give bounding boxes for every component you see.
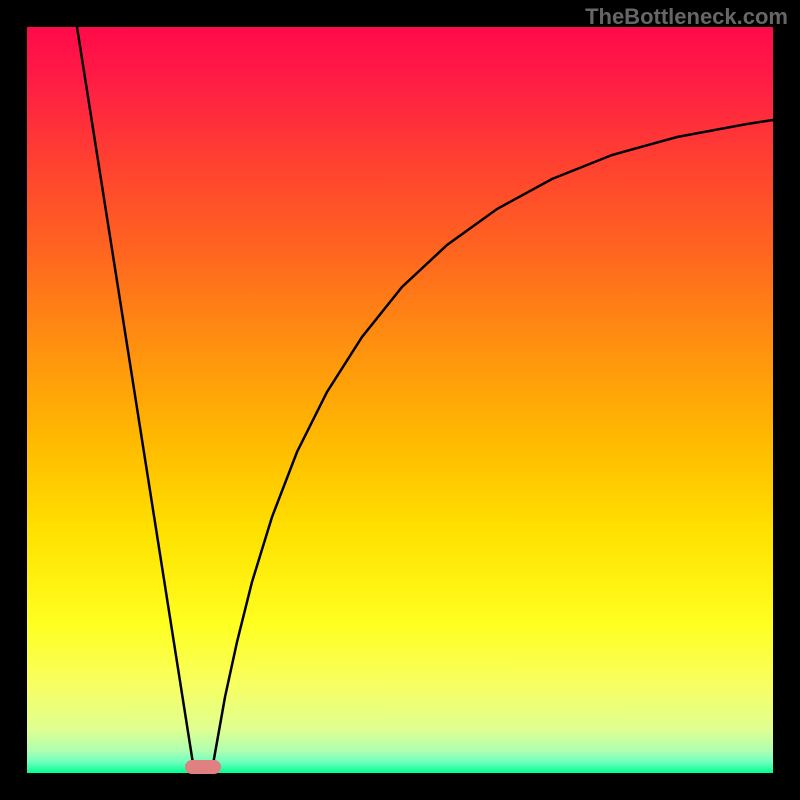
curve-right-segment <box>212 120 773 770</box>
curve-left-segment <box>77 27 194 770</box>
chart-container: TheBottleneck.com <box>0 0 800 800</box>
bottleneck-marker <box>185 760 221 774</box>
curve-layer <box>27 27 773 773</box>
watermark-text: TheBottleneck.com <box>585 4 788 30</box>
plot-area <box>27 27 773 773</box>
